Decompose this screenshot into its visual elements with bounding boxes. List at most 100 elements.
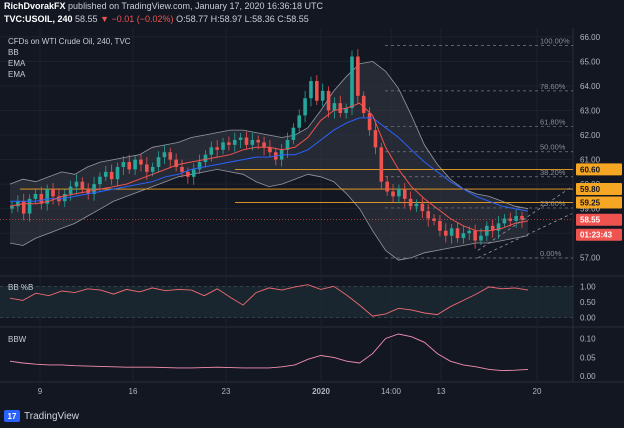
candle[interactable] [379,142,384,190]
candle[interactable] [426,203,431,227]
candle[interactable] [414,199,419,212]
candle[interactable] [103,165,108,182]
candle[interactable] [303,90,307,123]
candle[interactable] [367,107,372,136]
candle[interactable] [502,214,507,228]
candle-body [227,142,231,145]
candle[interactable] [215,139,219,158]
candle[interactable] [27,194,32,222]
candle[interactable] [109,164,114,185]
candle[interactable] [449,223,454,244]
candle[interactable] [162,144,167,165]
candle[interactable] [438,215,442,237]
candle[interactable] [385,175,389,196]
candle[interactable] [473,224,477,249]
candle-body [268,147,272,153]
candle[interactable] [10,201,14,214]
candle[interactable] [361,91,366,118]
symbol-label[interactable]: TVC:USOIL, 240 [4,14,73,24]
candle[interactable] [16,195,20,212]
candle[interactable] [80,177,85,194]
candle[interactable] [356,49,360,104]
candle[interactable] [297,109,302,134]
publish-info: published on TradingView.com, January 17… [68,1,324,11]
candle[interactable] [291,123,296,145]
candle[interactable] [191,163,196,185]
candle[interactable] [391,184,395,203]
candle[interactable] [402,183,407,207]
time-tick-label: 2020 [312,387,330,396]
candle[interactable] [432,214,436,226]
candle[interactable] [39,186,44,210]
candle[interactable] [33,188,38,204]
candle-body [309,81,313,99]
candle[interactable] [326,86,331,118]
candle[interactable] [262,136,266,156]
bb-lower-band[interactable] [9,168,529,261]
candle[interactable] [238,133,243,149]
candle[interactable] [127,154,132,174]
candle[interactable] [332,97,337,119]
candle[interactable] [338,95,343,118]
tradingview-brand[interactable]: 17 TradingView [4,408,79,424]
candle[interactable] [74,174,79,195]
candle[interactable] [508,212,513,227]
candle[interactable] [514,208,518,228]
candle[interactable] [156,151,161,173]
ema-fast-line[interactable] [9,102,529,232]
candle[interactable] [397,184,401,204]
bb-width-pane[interactable]: 0.10 0.05 0.00 [9,333,596,381]
channel-lower-line[interactable] [477,213,573,259]
candle[interactable] [115,162,120,187]
author-name[interactable]: RichDvorakFX [4,1,66,11]
candle[interactable] [496,216,501,239]
channel-upper-line[interactable] [477,186,573,251]
candle[interactable] [420,197,425,218]
candle[interactable] [227,136,231,151]
time-tick-label: 13 [437,387,446,396]
candle[interactable] [315,75,319,106]
candle[interactable] [320,83,325,107]
candle[interactable] [285,132,290,158]
candle[interactable] [221,137,225,155]
candle-body [80,181,85,190]
candle[interactable] [244,131,249,150]
candle[interactable] [520,211,524,228]
candle[interactable] [461,225,466,244]
candle[interactable] [268,139,272,157]
candle[interactable] [309,76,313,107]
candle[interactable] [455,222,460,243]
candle[interactable] [373,122,378,155]
candle[interactable] [467,226,472,241]
last-price: 58.55 [75,14,98,24]
candle[interactable] [350,50,354,115]
price-tick-label: 61.00 [580,156,601,165]
time-axis[interactable]: 9 16 23 2020 14:00 13 20 [38,387,542,396]
pctb-line[interactable] [9,284,529,317]
candle[interactable] [186,167,190,184]
candle[interactable] [180,159,184,178]
candle-body [514,216,518,221]
candle[interactable] [121,156,126,176]
candle[interactable] [139,153,143,172]
candle[interactable] [51,183,55,205]
candle[interactable] [490,219,495,238]
candle[interactable] [133,155,137,176]
candle[interactable] [174,153,178,172]
candle[interactable] [21,193,26,221]
candle[interactable] [45,184,49,211]
candle[interactable] [408,191,413,211]
candle[interactable] [197,154,202,174]
ema-slow-line[interactable] [10,117,529,212]
price-pane[interactable]: 66.0065.0064.0063.0062.0061.0060.0059.00… [0,33,622,263]
candle[interactable] [344,103,348,119]
candle[interactable] [443,223,448,243]
bbw-line[interactable] [9,333,529,372]
candle[interactable] [232,132,237,152]
bb-percent-b-pane[interactable]: 1.00 0.50 0.00 [0,282,596,323]
time-tick-label: 23 [222,387,231,396]
candle[interactable] [92,176,96,201]
candle-body [361,95,366,113]
chart-area[interactable]: 66.0065.0064.0063.0062.0061.0060.0059.00… [0,28,624,400]
candle[interactable] [168,147,173,168]
